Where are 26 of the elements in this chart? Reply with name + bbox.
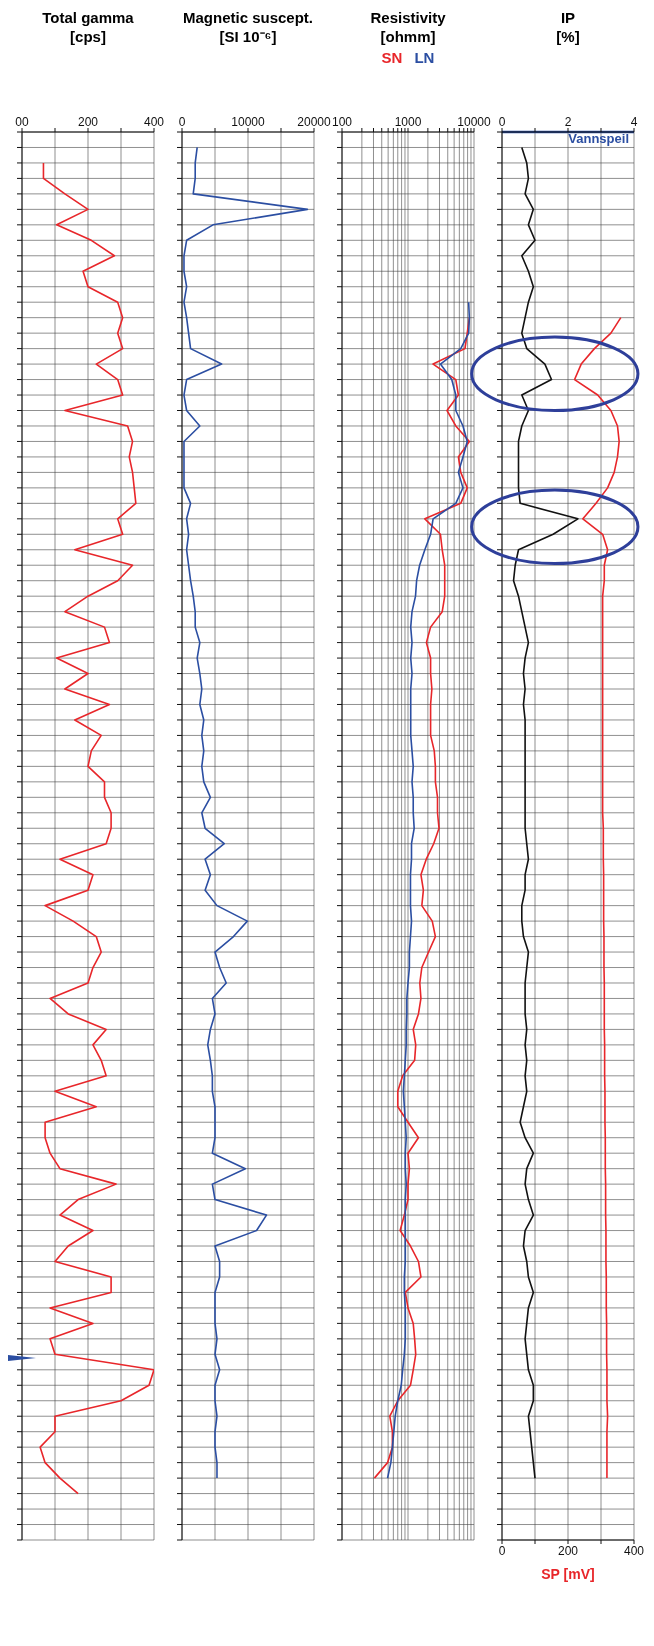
x2-tick-label: 4: [630, 115, 638, 129]
x-tick-label: 200: [557, 1543, 579, 1558]
chart-title: Total gamma: [41, 8, 135, 27]
x-tick-label: 10000: [231, 115, 266, 129]
x-tick-label: 200: [77, 115, 99, 129]
x-tick-label: 0: [498, 1543, 506, 1558]
chart-title: Resistivity: [369, 8, 447, 27]
chart-subtitle: [cps]: [69, 27, 107, 46]
x-tick-label: 20000: [297, 115, 332, 129]
x-tick-label: 100: [331, 115, 353, 129]
x-tick-label: 0: [178, 115, 186, 129]
text: Vannspeil: [568, 131, 629, 146]
chart-subtitle: [%]: [555, 27, 581, 46]
x-tick-label: 400: [143, 115, 165, 129]
x-tick-label: 400: [623, 1543, 645, 1558]
text: LN: [414, 49, 435, 66]
x-tick-label: 1000: [394, 115, 422, 129]
chart-subtitle: [SI 10⁻⁶]: [218, 27, 278, 46]
chart-title: Magnetic suscept.: [182, 8, 314, 27]
x-axis-title: SP [mV]: [541, 1566, 595, 1582]
x-tick-label: 00: [15, 115, 29, 129]
chart-title: IP: [559, 8, 577, 27]
x-tick-label: 10000: [457, 115, 492, 129]
chart-subtitle: [ohmm]: [379, 27, 437, 46]
text: SN: [381, 49, 403, 66]
x2-tick-label: 2: [564, 115, 572, 129]
